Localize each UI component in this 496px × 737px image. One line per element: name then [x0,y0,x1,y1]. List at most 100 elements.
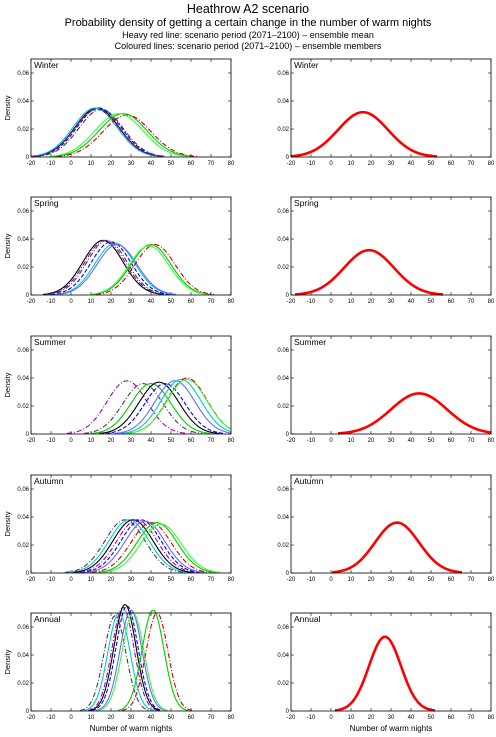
summer-members-xtick-label: 60 [188,438,195,444]
summer-mean-frame [290,335,492,435]
winter-members-curve [30,107,161,157]
autumn-mean-ytick-label: 0 [286,571,290,577]
winter-mean-xtick-label: 10 [348,161,355,167]
summer-mean-curve [337,392,492,435]
autumn-mean-xtick-label: 40 [408,577,415,583]
winter-members-ytick-label: 0 [26,155,30,161]
annual-mean-xtick-label: 20 [368,715,375,721]
winter-mean-xtick-label: 0 [329,161,333,167]
annual-mean-ytick-label: 0 [286,709,290,715]
autumn-members-curve [72,519,194,573]
spring-members-curve [42,239,164,295]
annual-members-xtick-label: -20 [27,715,36,721]
spring-mean-xtick-label: 60 [448,299,455,305]
autumn-members-xtick-label: 80 [228,577,235,583]
summer-mean-xtick-label: 0 [329,438,333,444]
winter-members-curve [33,107,165,157]
autumn-members-xtick-label: 0 [69,577,73,583]
winter-mean-xtick-label: 40 [408,161,415,167]
autumn-mean-frame [290,474,492,574]
annual-members-xtick-label: 80 [228,715,235,721]
spring-members-xtick-label: 60 [188,299,195,305]
summer-members-curve [98,381,220,434]
spring-members-curve [54,242,176,295]
winter-members-xtick-label: 50 [168,161,175,167]
autumn-mean-season-label: Autumn [294,476,324,486]
winter-members-curve [35,108,167,157]
spring-mean-xtick-label: 50 [428,299,435,305]
autumn-mean-ytick-label: 0.06 [277,487,289,493]
spring-mean-ytick-label: 0.04 [277,237,289,243]
winter-mean-xtick-label: -20 [287,161,296,167]
summer-mean-ytick-label: 0.04 [277,376,289,382]
spring-members-xtick-label: -10 [47,299,56,305]
summer-members-xtick-label: 50 [168,438,175,444]
summer-members-ytick-label: 0.02 [17,404,29,410]
winter-members-curve [48,113,190,157]
legend-note-mean: Heavy red line: scenario period (2071–21… [122,30,374,40]
summer-mean-xtick-label: 40 [408,438,415,444]
autumn-mean-xtick-label: -20 [287,577,296,583]
summer-members-curve [114,380,232,434]
winter-mean-xtick-label: 50 [428,161,435,167]
spring-mean-xtick-label: -20 [287,299,296,305]
autumn-mean-ytick-label: 0.02 [277,543,289,549]
winter-members-frame [30,58,232,158]
annual-mean-xtick-label: 40 [408,715,415,721]
autumn-members-curve [91,522,211,573]
winter-members-xtick-label: 70 [208,161,215,167]
summer-members-xtick-label: 0 [69,438,73,444]
winter-members-xtick-label: 30 [128,161,135,167]
autumn-members-frame [30,474,232,574]
summer-mean-xtick-label: 30 [388,438,395,444]
winter-mean-ytick-label: 0.04 [277,99,289,105]
spring-mean-xtick-label: 30 [388,299,395,305]
summer-members-curve [105,383,225,434]
annual-members-season-label: Annual [34,614,61,624]
x-axis-label: Number of warm nights [90,724,173,733]
winter-members-curve [56,114,198,157]
winter-members-xtick-label: 40 [148,161,155,167]
autumn-mean-xtick-label: -10 [307,577,316,583]
autumn-mean-xtick-label: 20 [368,577,375,583]
annual-members-ytick-label: 0.02 [17,681,29,687]
winter-members-season-label: Winter [34,60,59,70]
y-axis-label: Density [3,511,12,536]
summer-members-frame [30,335,232,435]
summer-mean-xtick-label: 10 [348,438,355,444]
annual-mean-xtick-label: 10 [348,715,355,721]
autumn-mean-curve [331,521,463,574]
y-axis-label: Density [3,95,12,120]
summer-mean-xtick-label: 70 [468,438,475,444]
annual-members-curve [117,609,189,711]
annual-mean-xtick-label: 30 [388,715,395,721]
spring-mean-ytick-label: 0.02 [277,265,289,271]
annual-mean-xtick-label: 60 [448,715,455,721]
winter-mean-curve [290,110,438,158]
spring-mean-xtick-label: 0 [329,299,333,305]
spring-members-curve [57,244,177,295]
winter-members-ytick-label: 0.04 [17,99,29,105]
annual-members-curve [95,609,167,711]
summer-members-ytick-label: 0.06 [17,348,29,354]
spring-members-xtick-label: 30 [128,299,135,305]
annual-mean-xtick-label: 70 [468,715,475,721]
autumn-members-curve [97,522,217,573]
annual-members-xtick-label: 10 [88,715,95,721]
annual-members-xtick-label: 60 [188,715,195,721]
summer-members-season-label: Summer [34,337,66,347]
annual-members-ytick-label: 0.04 [17,653,29,659]
autumn-members-curve [101,523,221,573]
summer-members-ytick-label: 0.04 [17,376,29,382]
autumn-members-curve [80,519,202,573]
annual-members-xtick-label: -10 [47,715,56,721]
summer-members-ytick-label: 0 [26,432,30,438]
summer-mean-xtick-label: 80 [488,438,495,444]
annual-members-curve [89,603,161,711]
chart-title: Heathrow A2 scenario [186,2,310,16]
spring-members-xtick-label: 40 [148,299,155,305]
winter-members-xtick-label: -10 [47,161,56,167]
summer-members-xtick-label: 70 [208,438,215,444]
spring-mean-ytick-label: 0 [286,293,290,299]
annual-mean-xtick-label: 80 [488,715,495,721]
